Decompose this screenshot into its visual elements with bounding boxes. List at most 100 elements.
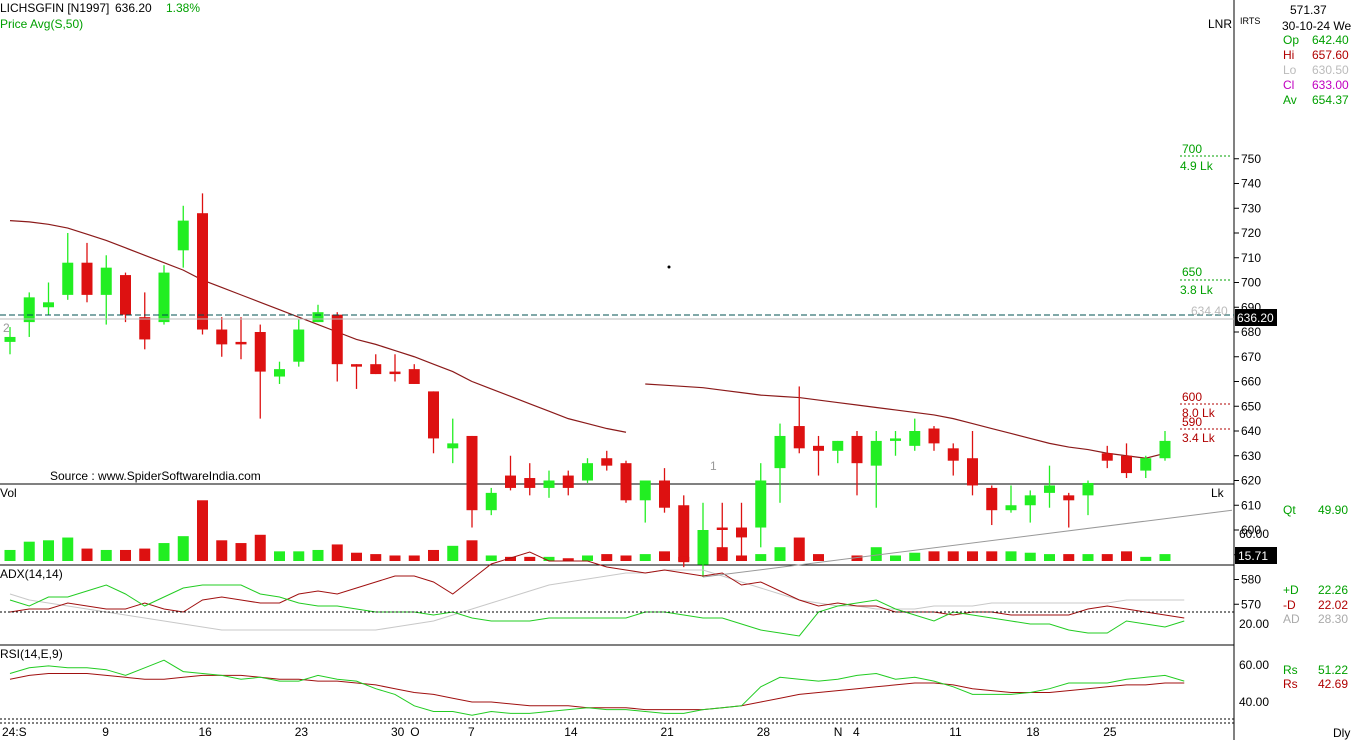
price-axis-tick-label: 710 — [1241, 251, 1261, 265]
candle-body — [370, 364, 382, 375]
date-axis-label: 28 — [757, 725, 771, 739]
candle-body — [890, 438, 901, 441]
volume-bar — [197, 500, 208, 561]
price-axis-tick-label: 730 — [1241, 201, 1261, 215]
candle-body — [216, 329, 228, 345]
candle-body — [851, 435, 863, 464]
volume-bar — [736, 555, 747, 561]
candle-body — [4, 336, 16, 342]
date-axis[interactable]: 24:S 9 16 23 30 O 7 14 21 28 N 4 11 18 25 — [2, 725, 1117, 739]
date-axis-label: 11 — [949, 725, 962, 739]
volume-bar — [293, 551, 305, 561]
adx-minus-di-value: 22.02 — [1318, 598, 1348, 612]
volume-bar — [1024, 552, 1036, 561]
scale-mode-lnr[interactable]: LNR — [1208, 17, 1232, 31]
quantity-label: Qt — [1283, 503, 1296, 517]
volume-panel-title: Vol — [0, 486, 17, 500]
candle-body — [177, 220, 189, 251]
volume-bar — [389, 555, 401, 561]
price-axis-tick-label: 640 — [1241, 424, 1261, 438]
candle-body — [389, 371, 401, 375]
resistance-650-volume: 3.8 Lk — [1180, 283, 1214, 297]
volume-bar — [177, 536, 189, 561]
date-axis-label: 25 — [1103, 725, 1117, 739]
volume-bar — [774, 547, 786, 561]
volume-bar — [4, 549, 16, 561]
candle-body — [1005, 505, 1017, 511]
candle-body — [543, 480, 555, 488]
price-axis-tick-label: 670 — [1241, 350, 1261, 364]
rsi-series — [9, 659, 1185, 716]
volume-bar — [697, 548, 709, 561]
volume-bar — [1082, 554, 1094, 561]
candle-body — [158, 272, 170, 323]
rsi-axis-tick-lower: 40.00 — [1239, 695, 1269, 709]
candle-body — [505, 475, 516, 488]
volume-bar — [716, 547, 728, 561]
volume-bar — [851, 555, 863, 561]
volume-bar — [81, 548, 93, 561]
price-axis-tick-label: 720 — [1241, 226, 1261, 240]
date-axis-label: 23 — [295, 725, 309, 739]
candle-body — [1159, 440, 1171, 459]
source-label: Source : www.SpiderSoftwareIndia.com — [50, 469, 261, 483]
volume-bar — [928, 551, 940, 561]
volume-bar — [120, 549, 131, 561]
volume-bar — [139, 548, 151, 561]
price-axis[interactable]: 5705805906006106206306406506606706806907… — [1234, 152, 1261, 612]
volume-bar — [331, 544, 343, 561]
candle-body — [774, 435, 786, 469]
candle-body — [697, 530, 709, 565]
rsi-signal-value: 42.69 — [1318, 677, 1348, 691]
volume-bar — [216, 540, 228, 561]
ohlc-average-value: 654.37 — [1312, 93, 1349, 107]
candle-body — [813, 445, 824, 451]
volume-bar — [1044, 554, 1055, 561]
rsi-value: 51.22 — [1318, 663, 1348, 677]
rsi-signal-label: Rs — [1283, 677, 1298, 691]
support-600-price: 600 — [1182, 390, 1202, 404]
volume-bar — [543, 556, 555, 561]
volume-bar — [370, 554, 382, 561]
candle-body — [736, 527, 747, 538]
candle-body — [1024, 495, 1036, 506]
support-trendline[interactable] — [702, 509, 1233, 578]
rsi-value-label: Rs — [1283, 663, 1298, 677]
candle-body — [197, 213, 208, 330]
volume-bar — [890, 555, 901, 561]
adx-plus-di-value: 22.26 — [1318, 583, 1348, 597]
volume-bar — [1159, 554, 1171, 561]
candle-body — [524, 478, 536, 488]
volume-bar — [1121, 551, 1132, 561]
volume-bar — [601, 554, 613, 561]
candle-body — [870, 440, 882, 466]
symbol-label: LICHSGFIN [N1997] — [0, 1, 109, 15]
candle-body — [466, 435, 478, 511]
ohlc-low-value: 630.50 — [1312, 63, 1349, 77]
ohlc-high-value: 657.60 — [1312, 48, 1349, 62]
candle-body — [274, 369, 285, 377]
rsi-signal-line — [9, 673, 1185, 711]
candle-body — [62, 262, 74, 295]
volume-bar — [562, 558, 574, 561]
adx-plus-di-label: +D — [1283, 583, 1299, 597]
candle-body — [331, 314, 343, 365]
volume-bar — [755, 554, 767, 561]
scale-mode-irts[interactable]: IRTS — [1240, 16, 1260, 26]
candle-body — [1063, 495, 1075, 501]
volume-axis-tick: 60.00 — [1239, 527, 1269, 541]
date-axis-label: 18 — [1026, 725, 1040, 739]
candle-body — [909, 431, 921, 446]
volume-series — [4, 500, 1171, 561]
volume-bar — [967, 551, 978, 561]
price-axis-tick-label: 600 — [1241, 523, 1261, 537]
timeframe-label[interactable]: Dly — [1333, 726, 1350, 740]
candlestick-series[interactable] — [4, 193, 1171, 578]
moving-average-label: Price Avg(S,50) — [0, 17, 83, 31]
support-590-volume: 3.4 Lk — [1182, 431, 1216, 445]
candle-body — [1082, 482, 1094, 496]
rsi-line — [9, 659, 1185, 716]
volume-bar — [986, 551, 998, 561]
ohlc-low-label: Lo — [1283, 63, 1297, 77]
